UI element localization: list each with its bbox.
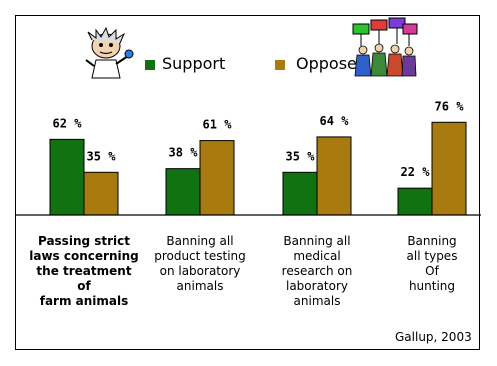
source-note: Gallup, 2003 bbox=[395, 330, 472, 344]
category-label-line: medical bbox=[293, 249, 341, 263]
category-label-line: farm animals bbox=[39, 294, 129, 308]
category-label-line: Banning bbox=[407, 234, 457, 248]
category-label-line: animals bbox=[176, 279, 224, 293]
category-label-1: Banning all product testing on laboratory a… bbox=[145, 234, 255, 294]
data-label-support-2: 35 % bbox=[286, 149, 316, 163]
category-label-line: Banning all bbox=[283, 234, 351, 248]
mad-scientist-clipart bbox=[85, 26, 134, 79]
legend-support-label: Support bbox=[162, 54, 226, 73]
data-label-oppose-1: 61 % bbox=[203, 118, 233, 132]
category-label-line: research on bbox=[281, 264, 353, 278]
data-label-oppose-2: 64 % bbox=[320, 114, 350, 128]
bar-oppose-0 bbox=[83, 171, 119, 216]
data-label-oppose-3: 76 % bbox=[435, 99, 465, 113]
category-label-line: animals bbox=[293, 294, 341, 308]
category-label-line: all types bbox=[406, 249, 458, 263]
bar-support-0 bbox=[49, 138, 85, 216]
bar-oppose-3 bbox=[431, 121, 467, 216]
category-label-line: the treatment of bbox=[36, 264, 132, 293]
legend-oppose-label: Oppose bbox=[296, 54, 357, 73]
data-label-oppose-0: 35 % bbox=[87, 149, 117, 163]
category-label-line: product testing bbox=[154, 249, 246, 263]
bar-oppose-2 bbox=[316, 136, 352, 216]
data-label-support-3: 22 % bbox=[401, 165, 431, 179]
data-label-support-0: 62 % bbox=[53, 116, 83, 130]
category-label-3: Banning all types Of hunting bbox=[377, 234, 487, 294]
category-label-line: Banning all bbox=[166, 234, 234, 248]
category-label-line: Of bbox=[425, 264, 439, 278]
category-label-line: on laboratory bbox=[159, 264, 241, 278]
category-label-0: Passing strict laws concerning the treatme… bbox=[29, 234, 139, 309]
bars-layer: 62 % 38 % 35 % 22 % 35 % 61 % 64 % 76 % bbox=[49, 99, 467, 216]
bar-support-3 bbox=[397, 187, 433, 216]
category-label-line: hunting bbox=[408, 279, 456, 293]
category-label-line: Passing strict bbox=[37, 234, 131, 248]
legend-oppose-swatch bbox=[275, 60, 285, 70]
legend-support-swatch bbox=[145, 60, 155, 70]
data-label-support-1: 38 % bbox=[169, 146, 199, 160]
category-label-line: laboratory bbox=[285, 279, 348, 293]
bar-support-2 bbox=[282, 171, 318, 216]
category-label-line: laws concerning bbox=[29, 249, 139, 263]
protesters-with-signs-clipart bbox=[352, 17, 418, 77]
bar-oppose-1 bbox=[199, 140, 235, 216]
category-label-2: Banning all medical research on laboratory a… bbox=[262, 234, 372, 309]
bar-support-1 bbox=[165, 168, 201, 216]
